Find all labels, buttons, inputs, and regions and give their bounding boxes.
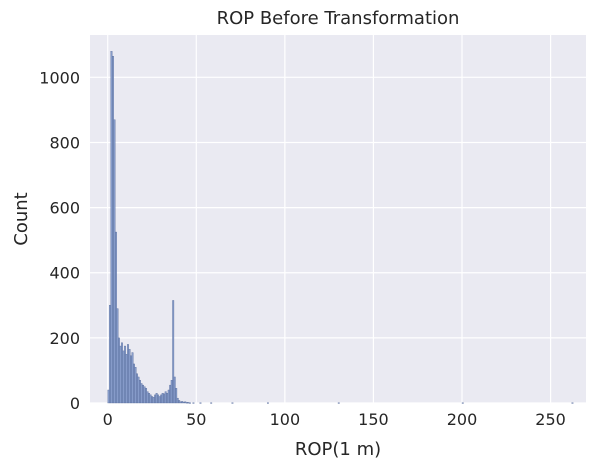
histogram-bar [461, 402, 464, 404]
histogram-bar [231, 402, 234, 404]
histogram-bar [140, 383, 143, 404]
histogram-bar [571, 402, 574, 404]
histogram-bar [163, 393, 166, 404]
histogram-bar [172, 300, 175, 404]
histogram-bar [157, 394, 160, 404]
histogram-bar [199, 402, 202, 404]
histogram-bar [179, 401, 182, 404]
x-tick-label: 100 [270, 410, 301, 429]
histogram-bar [160, 394, 163, 404]
y-tick-label: 600 [49, 199, 80, 218]
histogram-bar [110, 51, 113, 404]
y-tick-label: 800 [49, 133, 80, 152]
histogram-bar [266, 402, 269, 404]
histogram-bar [178, 400, 181, 404]
histogram-bar [158, 396, 161, 404]
histogram-bar [139, 380, 141, 404]
histogram-bar [192, 402, 195, 404]
histogram-bar [184, 401, 187, 404]
histogram-bar [131, 352, 134, 404]
histogram-bar [146, 391, 149, 404]
histogram-bar [119, 345, 122, 404]
histogram-bar [127, 344, 129, 404]
plot-area [90, 35, 586, 403]
histogram-bar [187, 402, 190, 404]
histogram-bar [169, 384, 172, 404]
histogram-bar [154, 394, 157, 404]
y-axis-title: Count [11, 192, 32, 245]
histogram-bar [210, 402, 213, 404]
histogram-bar [181, 401, 184, 404]
x-tick-label: 250 [535, 410, 566, 429]
histogram-bar [130, 355, 132, 404]
histogram-bar [116, 308, 119, 404]
y-tick-label: 1000 [39, 68, 80, 87]
y-tick-label: 400 [49, 264, 80, 283]
chart-title: ROP Before Transformation [217, 8, 460, 29]
histogram-bar [142, 384, 145, 404]
x-tick-labels: 0 50 100 150 200 250 [103, 410, 566, 429]
x-tick-label: 50 [186, 410, 206, 429]
y-tick-labels: 0 200 400 600 800 1000 [39, 68, 80, 413]
histogram-bar [151, 396, 154, 404]
histogram-bar [145, 388, 148, 404]
histogram-bar [133, 363, 135, 404]
x-axis-title: ROP(1 m) [295, 439, 381, 460]
x-tick-label: 150 [358, 410, 389, 429]
histogram-bar [148, 393, 151, 404]
histogram-bar [164, 391, 167, 404]
histogram-bar [189, 402, 191, 404]
histogram-bar [107, 389, 110, 404]
histogram-bar [337, 402, 340, 404]
histogram-bar [128, 349, 131, 404]
histogram-bar [137, 376, 140, 404]
histogram-bar [166, 393, 169, 404]
histogram-bars [107, 51, 574, 404]
histogram-bar [124, 345, 126, 404]
y-tick-label: 200 [49, 329, 80, 348]
histogram-bar [118, 337, 120, 404]
histogram-bar [109, 305, 111, 404]
histogram-bar [173, 376, 176, 404]
histogram-bar [176, 397, 179, 404]
histogram-bar [182, 401, 185, 404]
histogram-bar [175, 388, 178, 404]
histogram-bar [113, 119, 116, 404]
histogram-bar [149, 394, 152, 404]
histogram-bar [122, 350, 125, 404]
histogram-bar [152, 396, 155, 404]
histogram-bar [167, 389, 170, 404]
histogram-bar [121, 342, 123, 404]
histogram-bar [112, 56, 114, 404]
y-tick-label: 0 [70, 394, 80, 413]
histogram-bar [155, 393, 158, 404]
histogram-bar [185, 402, 188, 404]
histogram-bar [170, 380, 173, 404]
histogram-bar [161, 393, 164, 404]
histogram-bar [136, 373, 138, 404]
histogram-bar [143, 386, 146, 404]
x-tick-label: 0 [103, 410, 113, 429]
histogram-bar [134, 367, 137, 404]
histogram-bar [125, 354, 128, 404]
x-tick-label: 200 [447, 410, 478, 429]
histogram-bar [115, 231, 117, 404]
